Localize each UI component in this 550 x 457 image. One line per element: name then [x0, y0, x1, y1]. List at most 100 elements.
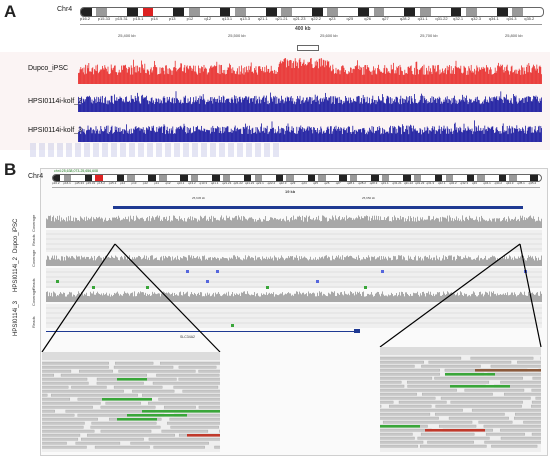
cytoband-label: q28.2 — [358, 181, 366, 185]
read — [427, 440, 474, 444]
panel-a-ruler[interactable]: 400 kb 25,400 kb 25,500 kb 25,600 kb 25,… — [80, 24, 542, 43]
cytoband-label: q34.2 — [494, 181, 503, 185]
read — [71, 385, 107, 389]
read — [478, 420, 513, 424]
panel-a-region-marker[interactable] — [297, 45, 319, 51]
cytoband-label: q32.3 — [460, 181, 469, 185]
cytoband — [373, 8, 385, 16]
cytoband — [527, 8, 539, 16]
panel-a-track-kolf2[interactable] — [78, 90, 542, 112]
highlighted-read — [142, 410, 220, 413]
panel-b-gene-line[interactable] — [46, 331, 358, 332]
cytoband — [127, 175, 135, 181]
read — [380, 408, 463, 412]
read — [115, 361, 154, 365]
read — [156, 373, 220, 377]
cytoband — [106, 175, 114, 181]
read — [42, 429, 95, 433]
cytoband-label: q21.23 — [293, 16, 306, 21]
cytoband-label: q13.1 — [222, 16, 233, 21]
cytoband — [265, 175, 273, 181]
cytoband-label: q28.2 — [399, 16, 410, 21]
variant-mark — [381, 270, 384, 273]
cytoband — [243, 175, 252, 181]
panel-a-track-label-0: Dupco_iPSC — [28, 65, 69, 72]
read — [435, 404, 522, 408]
read — [198, 369, 220, 373]
cytoband — [275, 175, 284, 181]
panel-b-ruler-label-1: 25,650 kb — [362, 196, 376, 200]
read — [389, 404, 432, 408]
panel-b-ideogram[interactable] — [52, 174, 542, 182]
read — [532, 376, 541, 380]
read — [178, 365, 217, 369]
cytoband — [204, 8, 215, 16]
cytoband-label: p15.31 — [86, 181, 96, 185]
panel-b-zoom-right[interactable] — [380, 347, 541, 452]
panel-b-alignment-tracks[interactable] — [46, 214, 542, 334]
cytoband-label: q13.3 — [199, 181, 208, 185]
cytoband — [233, 175, 241, 181]
read — [500, 380, 541, 384]
cytoband — [307, 175, 316, 181]
cytoband — [328, 175, 337, 181]
cytoband-label: q32.1 — [437, 181, 446, 185]
cytoband — [148, 175, 156, 181]
read — [380, 444, 418, 448]
cytoband-label: q26 — [364, 16, 371, 21]
panel-b-region-bar[interactable] — [113, 206, 523, 209]
cytoband — [389, 8, 400, 16]
cytoband-label: p16.2 — [52, 181, 60, 185]
read — [118, 369, 196, 373]
panel-b-locus[interactable]: chr4:25,638,073-25,656,608 — [54, 169, 98, 173]
panel-a-ideogram[interactable] — [80, 7, 544, 17]
cytoband — [509, 175, 517, 181]
panel-b-ruler[interactable]: 19 kb 25,645 kb 25,650 kb — [52, 187, 540, 204]
read — [517, 360, 541, 364]
cytoband — [222, 175, 231, 181]
cytoband — [63, 175, 72, 181]
read — [90, 425, 161, 429]
cytoband — [296, 8, 308, 16]
read — [531, 400, 541, 404]
read — [75, 441, 121, 445]
read — [420, 444, 487, 448]
cytoband — [318, 175, 326, 181]
panel-b-span-label: 19 kb — [285, 189, 296, 194]
read — [42, 365, 109, 369]
panel-b-gene-exon[interactable] — [354, 329, 360, 333]
cytoband-label: q28.1 — [347, 181, 355, 185]
panel-a-span-label: 400 kb — [295, 26, 311, 32]
cytoband-label: q34.1 — [488, 16, 499, 21]
panel-a-chromosome-label: Chr4 — [57, 6, 73, 13]
coverage-histogram — [46, 255, 542, 266]
cytoband — [481, 8, 493, 16]
highlighted-read — [445, 373, 495, 376]
panel-b-gene-label: SLC34A2 — [180, 335, 195, 339]
read — [42, 373, 55, 377]
read — [380, 428, 432, 432]
read — [380, 392, 417, 396]
cytoband — [381, 175, 390, 181]
read — [87, 433, 175, 437]
panel-a-track-kolf3[interactable] — [78, 120, 542, 142]
reads-area — [46, 230, 542, 252]
read — [214, 445, 220, 449]
panel-b-zoom-left[interactable] — [42, 352, 220, 452]
cytoband — [413, 175, 422, 181]
cytoband — [137, 175, 146, 181]
read — [167, 421, 220, 425]
cytoband-label: p13 — [131, 181, 137, 185]
read — [380, 384, 405, 388]
read — [170, 425, 219, 429]
read — [148, 401, 220, 405]
read — [438, 424, 477, 428]
panel-a-track-dupco[interactable] — [78, 58, 542, 84]
cytoband — [173, 8, 185, 16]
read — [471, 408, 541, 412]
cytoband-label: p16.1 — [63, 181, 71, 185]
cytoband-label: q22.2 — [311, 16, 322, 21]
panel-a-ghost-artifact — [30, 143, 280, 157]
read — [380, 376, 433, 380]
cytoband — [286, 175, 294, 181]
